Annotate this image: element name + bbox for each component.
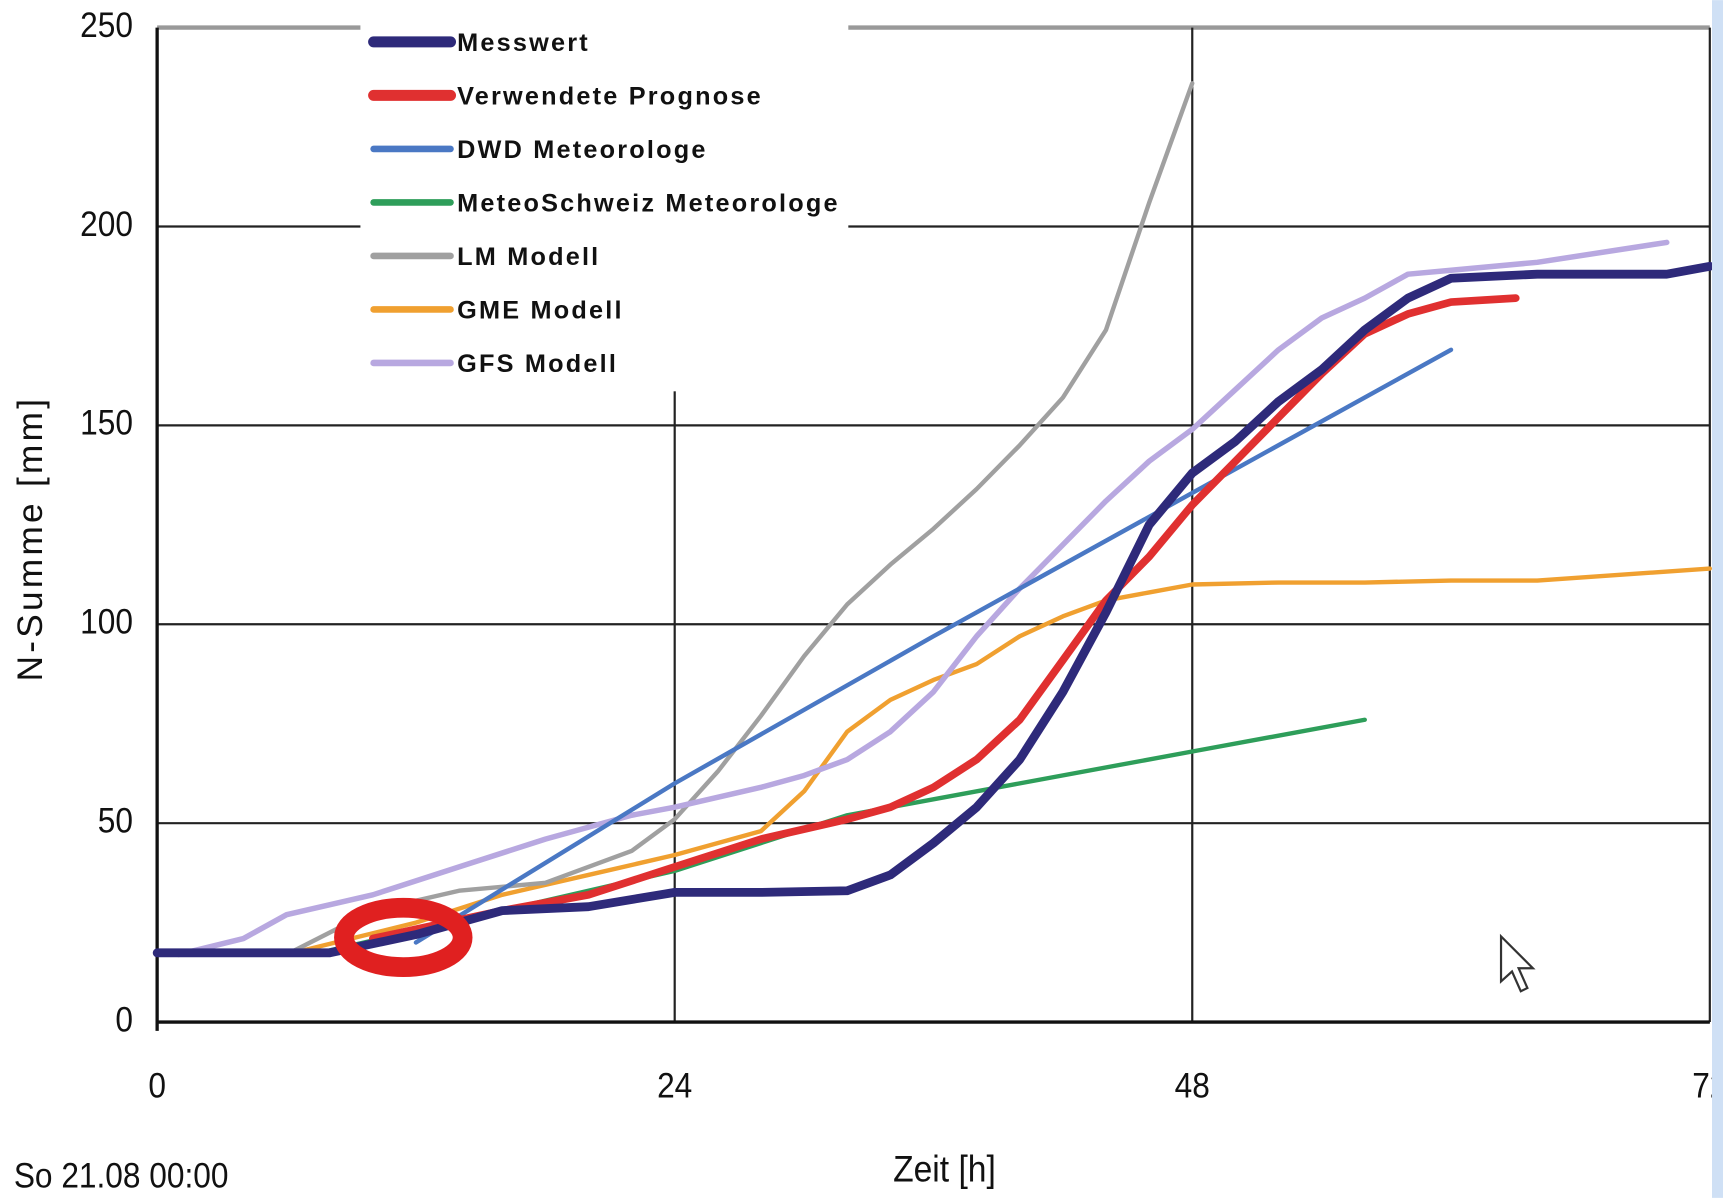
x-tick-label: 0 [148, 1067, 166, 1106]
legend-label: MeteoSchweiz Meteorologe [457, 189, 840, 217]
x-tick-label: 48 [1175, 1067, 1210, 1106]
legend-label: Messwert [457, 29, 590, 57]
x-axis-label: Zeit [h] [893, 1148, 996, 1190]
y-tick-label: 200 [80, 205, 133, 244]
legend-label: GFS Modell [457, 350, 618, 378]
y-axis-label: N-Summe [mm] [11, 396, 50, 682]
y-tick-label: 50 [98, 802, 133, 841]
right-edge-band [1712, 0, 1723, 1198]
data-line [368, 294, 1520, 943]
x-tick-label: 24 [657, 1067, 692, 1106]
legend-label: Verwendete Prognose [457, 82, 763, 110]
legend-label: DWD Meteorologe [457, 136, 708, 164]
date-note: So 21.08 00:00 [14, 1157, 229, 1196]
data-line [175, 239, 1670, 958]
marker-ring [334, 897, 473, 978]
y-tick-label: 150 [80, 404, 133, 443]
y-tick-label: 250 [80, 6, 133, 45]
data-line [284, 81, 1195, 957]
mouse-cursor [1499, 933, 1536, 993]
y-tick-label: 0 [115, 1001, 133, 1040]
legend-label: LM Modell [457, 243, 600, 271]
y-tick-label: 100 [80, 603, 133, 642]
data-line [413, 347, 1454, 945]
data-line [284, 566, 1713, 957]
legend-box [360, 0, 849, 392]
data-line [152, 261, 1715, 958]
legend-label: GME Modell [457, 296, 624, 324]
